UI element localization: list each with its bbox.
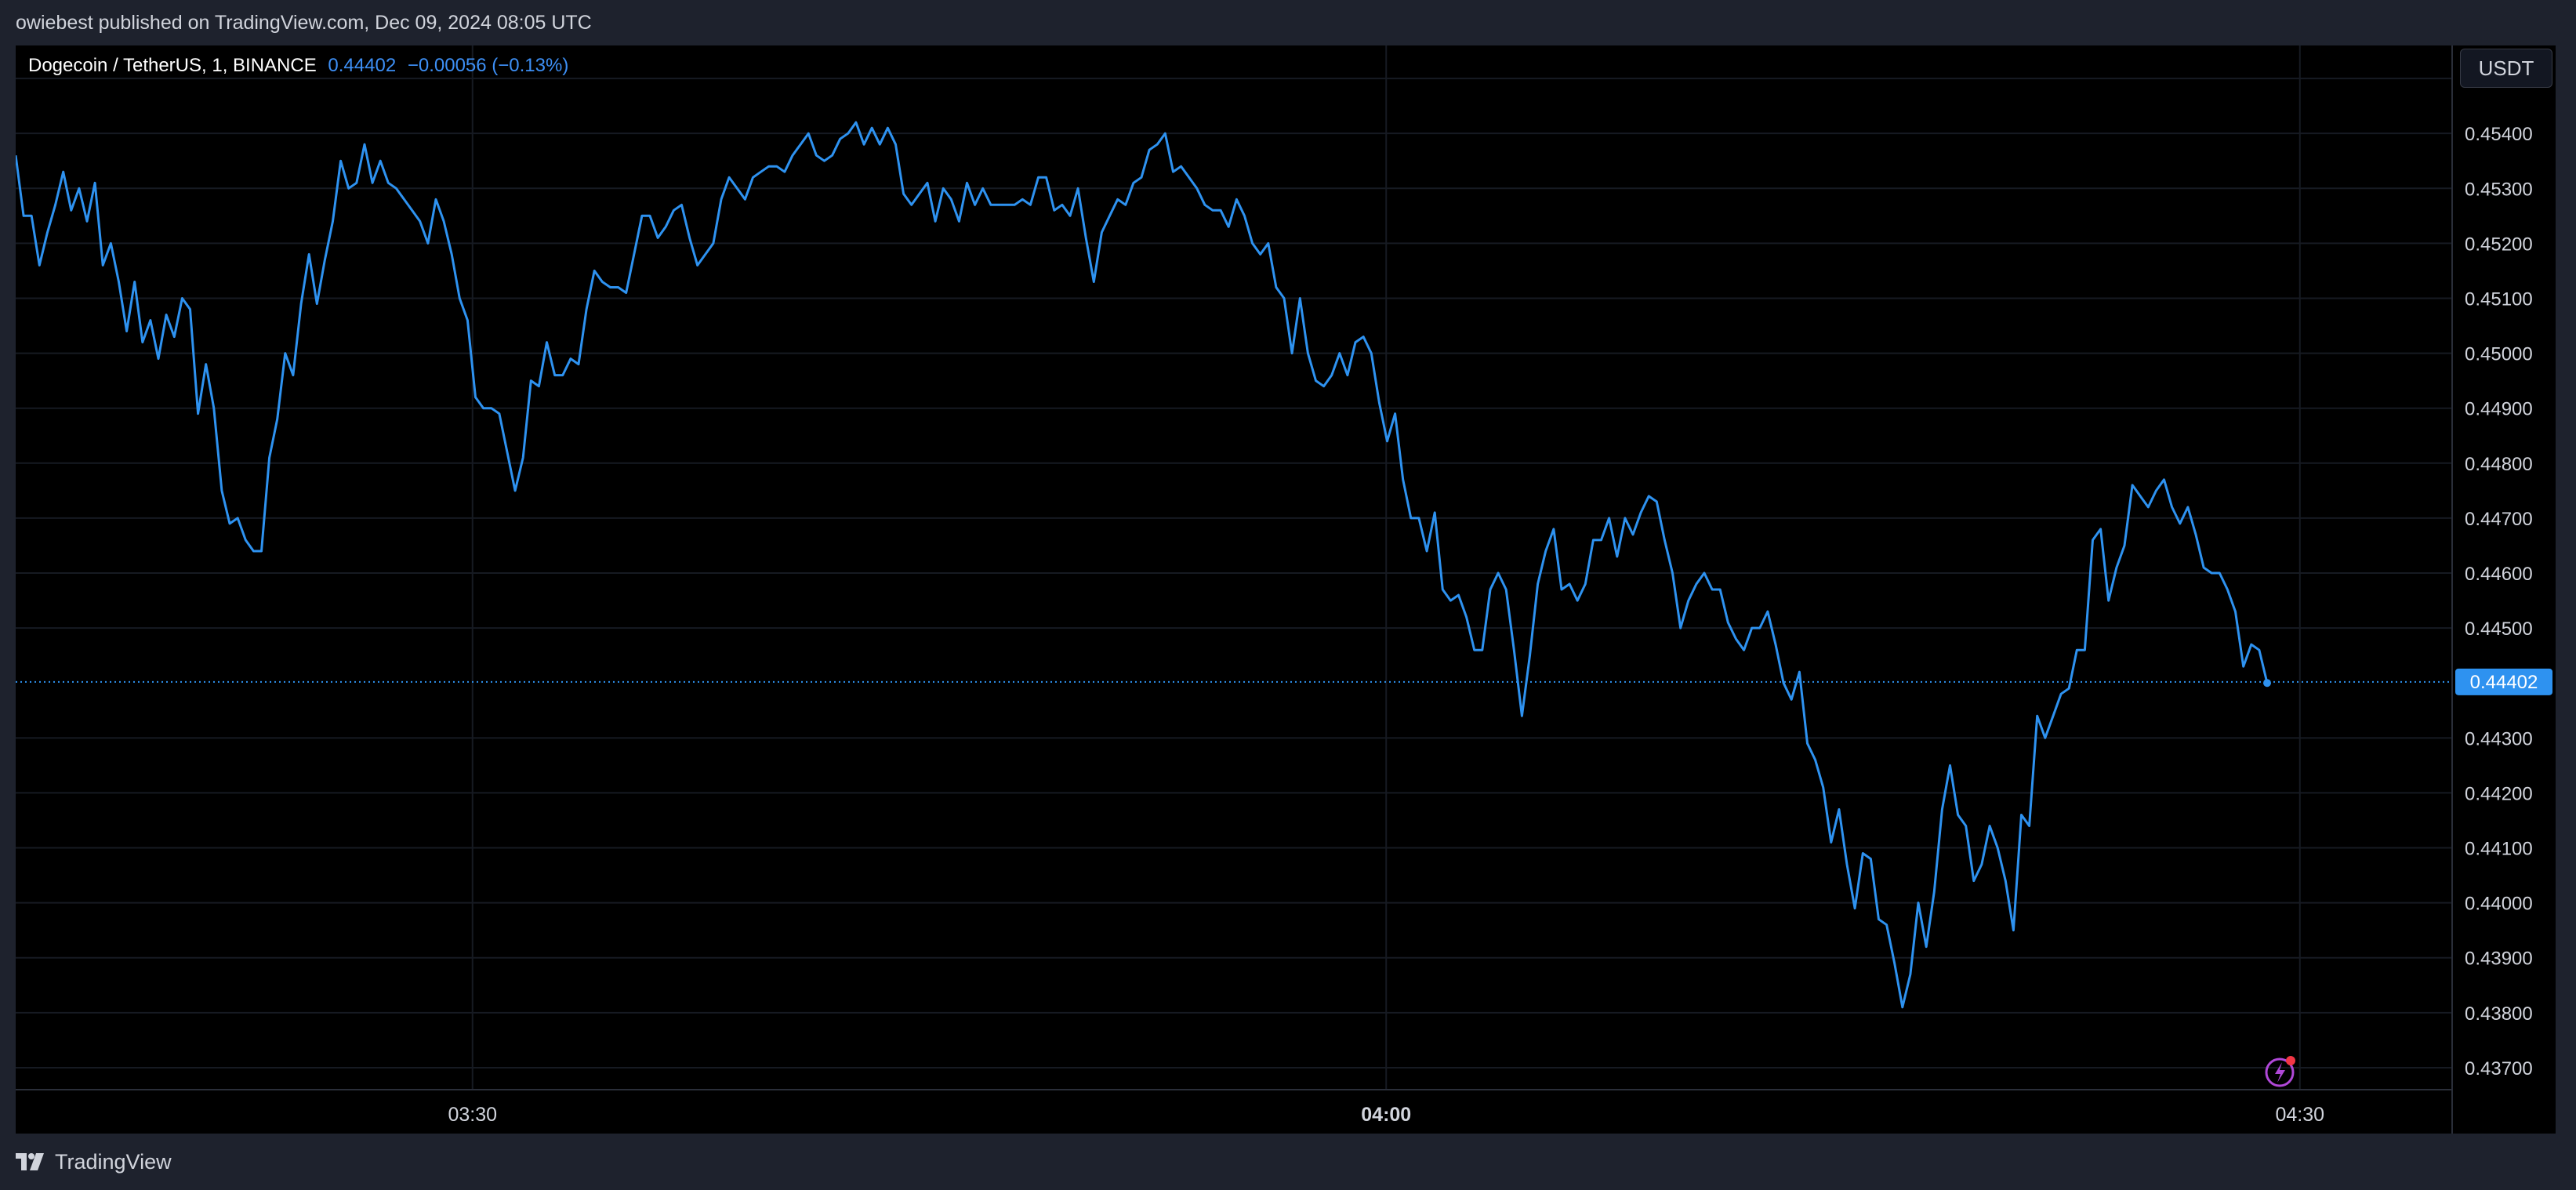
- x-tick-label: 04:00: [1361, 1104, 1411, 1126]
- y-tick-label: 0.44100: [2465, 839, 2533, 860]
- y-tick-label: 0.45000: [2465, 344, 2533, 365]
- y-tick-label: 0.44200: [2465, 783, 2533, 804]
- y-tick-label: 0.44500: [2465, 619, 2533, 640]
- symbol-name[interactable]: Dogecoin / TetherUS, 1, BINANCE: [28, 55, 317, 76]
- y-tick-label: 0.43800: [2465, 1003, 2533, 1025]
- time-axis: 03:3004:0004:3005:0005:3006:0006:3007:00…: [448, 1104, 2324, 1126]
- y-tick-label: 0.45200: [2465, 234, 2533, 255]
- lightning-bolt-icon[interactable]: [2264, 1054, 2298, 1088]
- y-tick-label: 0.44000: [2465, 894, 2533, 915]
- y-tick-label: 0.45400: [2465, 124, 2533, 145]
- last-value: 0.44402: [328, 55, 397, 76]
- y-tick-label: 0.45100: [2465, 288, 2533, 310]
- tradingview-logo-icon[interactable]: [16, 1153, 45, 1170]
- y-tick-label: 0.45300: [2465, 179, 2533, 200]
- price-axis: 0.455000.454000.453000.452000.451000.450…: [2465, 69, 2533, 1079]
- last-price-dot: [2263, 679, 2271, 688]
- publisher-bar: owiebest published on TradingView.com, D…: [0, 0, 2576, 45]
- x-tick-label: 04:30: [2275, 1104, 2324, 1126]
- last-price-tag: 0.44402: [2455, 668, 2552, 695]
- y-tick-label: 0.44900: [2465, 399, 2533, 420]
- y-tick-label: 0.44600: [2465, 564, 2533, 585]
- currency-button[interactable]: USDT: [2460, 49, 2552, 88]
- grid: [16, 45, 2452, 1090]
- last-price-label: 0.44402: [2470, 672, 2538, 693]
- change-value: −0.00056 (−0.13%): [407, 55, 569, 76]
- footer-brand[interactable]: TradingView: [55, 1149, 172, 1174]
- price-series-line: [16, 121, 2269, 1009]
- x-tick-label: 03:30: [448, 1104, 497, 1126]
- footer-bar: TradingView: [0, 1134, 2576, 1190]
- y-tick-label: 0.43900: [2465, 949, 2533, 970]
- y-tick-label: 0.44300: [2465, 728, 2533, 749]
- y-tick-label: 0.44700: [2465, 509, 2533, 530]
- symbol-legend[interactable]: Dogecoin / TetherUS, 1, BINANCE 0.44402 …: [28, 55, 568, 77]
- chart-area[interactable]: 0.455000.454000.453000.452000.451000.450…: [16, 45, 2556, 1134]
- publisher-text: owiebest published on TradingView.com, D…: [16, 11, 592, 34]
- price-chart[interactable]: 0.455000.454000.453000.452000.451000.450…: [16, 45, 2556, 1134]
- y-tick-label: 0.44800: [2465, 454, 2533, 475]
- y-tick-label: 0.43700: [2465, 1058, 2533, 1079]
